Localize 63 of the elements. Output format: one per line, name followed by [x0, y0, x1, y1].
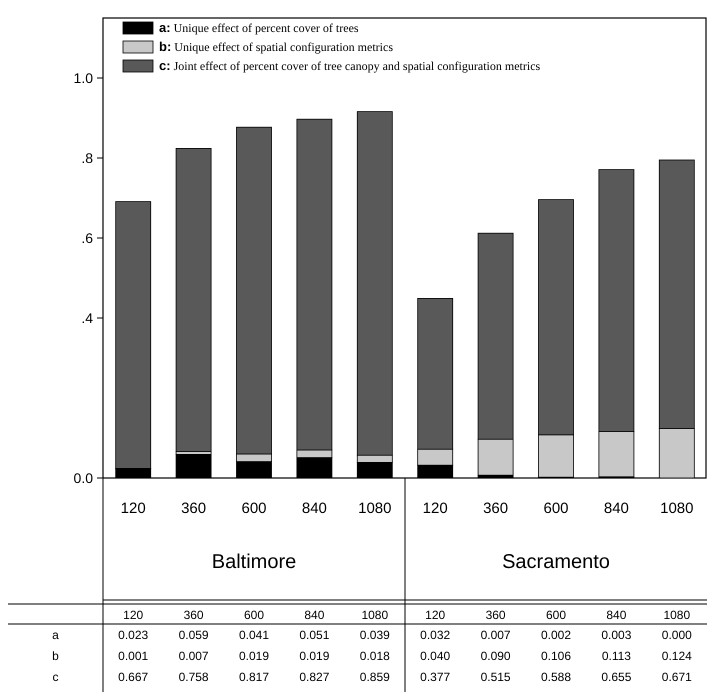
x-tick-label: 360: [181, 500, 206, 517]
data-label: 0.018: [360, 649, 390, 663]
data-label: 0.859: [360, 670, 390, 684]
category-label: 600: [546, 608, 566, 622]
data-label: 0.588: [540, 670, 572, 684]
text: Baltimore: [212, 551, 296, 573]
category-label: 360: [486, 608, 506, 622]
x-tick-label: 1080: [660, 500, 694, 517]
text: c: [52, 670, 58, 684]
category-label: 120: [123, 608, 144, 622]
data-label: 0.019: [238, 649, 270, 663]
text: a: [52, 628, 60, 642]
x-tick-label: 1080: [358, 500, 392, 517]
legend-label: a: Unique effect of percent cover of trees: [159, 20, 359, 35]
data-label: 0.090: [480, 649, 511, 663]
data-label: 0.377: [420, 670, 451, 684]
category-label: 120: [425, 608, 446, 622]
data-label: 0.827: [299, 670, 330, 684]
legend-label: c: Joint effect of percent cover of tree canopy and spatial configuration metrics: [159, 58, 541, 73]
x-tick-label: 840: [302, 500, 327, 517]
x-tick-label: 120: [120, 500, 146, 517]
text: b: [52, 649, 60, 663]
data-label: 0.515: [480, 670, 511, 684]
category-label: 840: [304, 608, 324, 622]
data-label: 0.041: [238, 628, 270, 642]
data-label: 0.667: [118, 670, 149, 684]
data-label: 0.655: [601, 670, 632, 684]
data-label: 0.113: [602, 649, 632, 663]
text: Sacramento: [502, 551, 610, 573]
data-label: 0.007: [480, 628, 511, 642]
data-label: 0.007: [178, 649, 209, 663]
x-tick-label: 600: [543, 500, 569, 517]
data-label: 0.001: [118, 649, 149, 663]
data-label: 0.039: [360, 628, 390, 642]
x-tick-label: 600: [241, 500, 267, 517]
data-label: 0.758: [178, 670, 209, 684]
y-tick-label: .4: [81, 310, 94, 326]
category-label: 1080: [663, 608, 690, 622]
data-label: 0.002: [540, 628, 572, 642]
category-label: 360: [184, 608, 204, 622]
data-label: 0.023: [118, 628, 149, 642]
data-label: 0.019: [299, 649, 330, 663]
data-label: 0.000: [662, 628, 692, 642]
x-tick-label: 120: [422, 500, 448, 517]
data-label: 0.124: [662, 649, 692, 663]
category-label: 840: [606, 608, 626, 622]
data-label: 0.040: [420, 649, 451, 663]
data-label: 0.051: [299, 628, 330, 642]
x-tick-label: 360: [483, 500, 508, 517]
data-label: 0.003: [601, 628, 632, 642]
x-tick-label: 840: [604, 500, 629, 517]
y-tick-label: 1.0: [74, 70, 94, 86]
data-label: 0.671: [662, 670, 692, 684]
legend-label: b: Unique effect of spatial configuration metrics: [159, 39, 394, 54]
data-label: 0.032: [420, 628, 451, 642]
y-tick-label: .8: [81, 150, 94, 166]
data-label: 0.106: [540, 649, 572, 663]
data-label: 0.817: [238, 670, 270, 684]
data-label: 0.059: [178, 628, 209, 642]
y-tick-label: 0.0: [74, 470, 94, 486]
category-label: 600: [244, 608, 264, 622]
y-tick-label: .6: [81, 230, 94, 246]
category-label: 1080: [361, 608, 388, 622]
